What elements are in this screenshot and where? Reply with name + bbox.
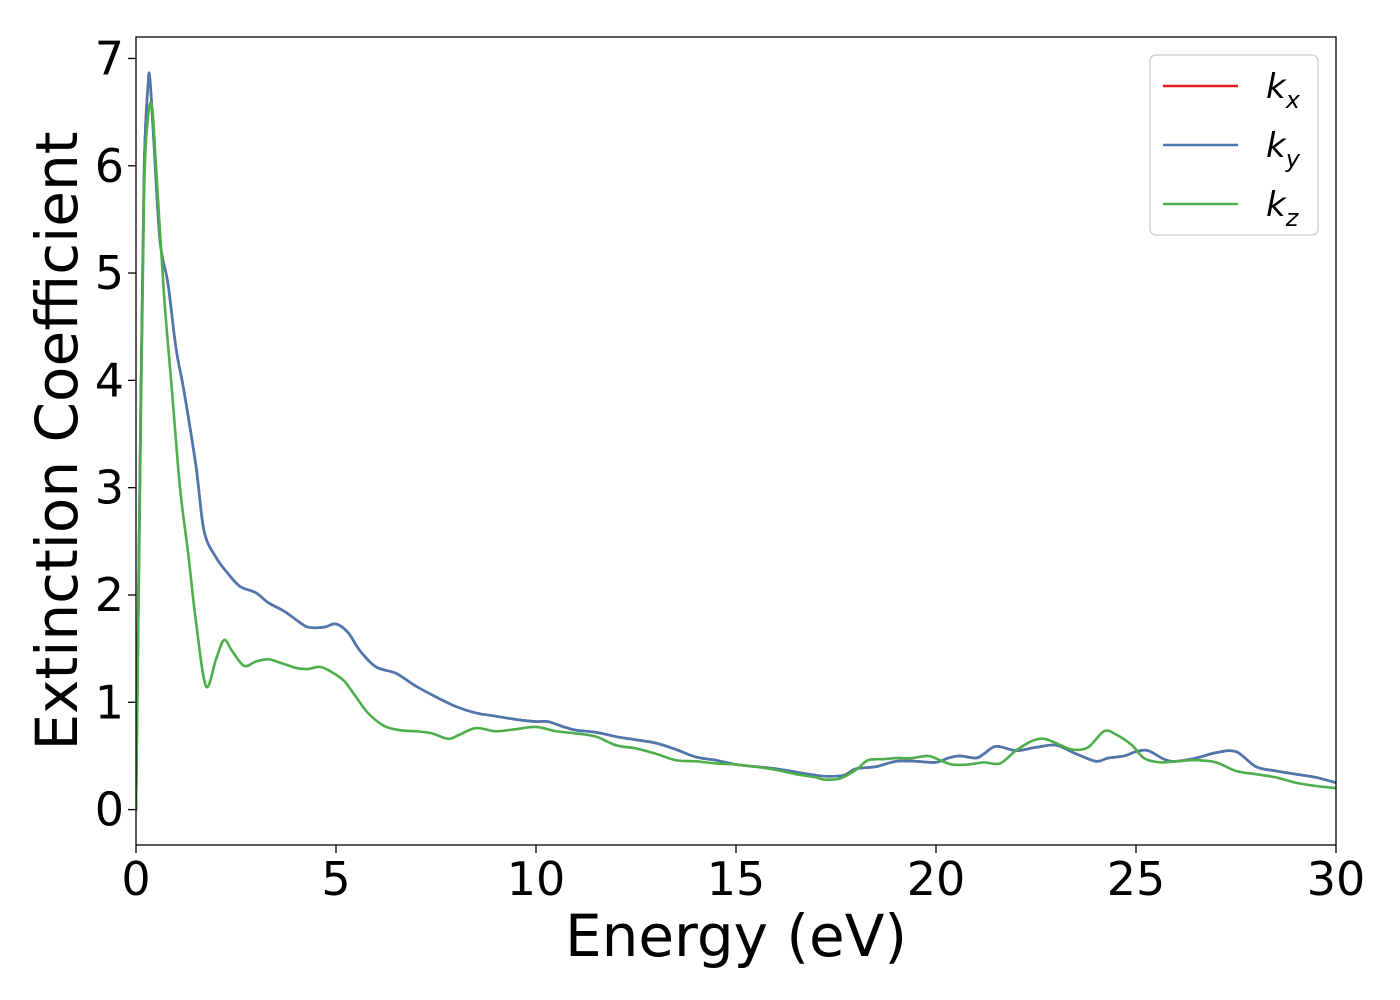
legend-label-base: k	[1266, 126, 1287, 166]
series-layer	[136, 71, 1336, 811]
y-tick-label: 4	[95, 353, 124, 407]
x-tick-label: 0	[121, 852, 150, 906]
x-tick-label: 5	[321, 852, 350, 906]
series-line-ky	[136, 71, 1336, 811]
x-tick-label: 25	[1107, 852, 1166, 906]
y-tick-label: 1	[95, 675, 124, 729]
y-tick-label: 0	[95, 783, 124, 837]
series-line-kz	[136, 101, 1336, 811]
y-tick-label: 3	[95, 461, 124, 515]
y-tick-label: 2	[95, 568, 124, 622]
y-axis-title: Extinction Coefficient	[23, 132, 91, 751]
legend-label-subscript: x	[1285, 86, 1301, 114]
x-tick-label: 30	[1307, 852, 1366, 906]
x-tick-label: 15	[707, 852, 766, 906]
legend-label-kz: kz	[1266, 185, 1300, 232]
legend-label-subscript: y	[1285, 145, 1301, 173]
x-tick-label: 20	[907, 852, 966, 906]
y-tick-label: 6	[95, 139, 124, 193]
y-tick-label: 5	[95, 246, 124, 300]
x-axis: 0 5 10 15 20 25 30	[121, 845, 1365, 906]
legend-label-base: k	[1266, 185, 1287, 225]
legend-label-kx: kx	[1266, 67, 1301, 114]
x-axis-title: Energy (eV)	[565, 902, 907, 970]
y-axis: 0 1 2 3 4 5 6 7	[95, 31, 136, 837]
legend-label-base: k	[1266, 67, 1287, 107]
legend-label-subscript: z	[1285, 204, 1300, 232]
legend-label-ky: ky	[1266, 126, 1301, 173]
y-tick-label: 7	[95, 31, 124, 85]
x-tick-label: 10	[507, 852, 566, 906]
